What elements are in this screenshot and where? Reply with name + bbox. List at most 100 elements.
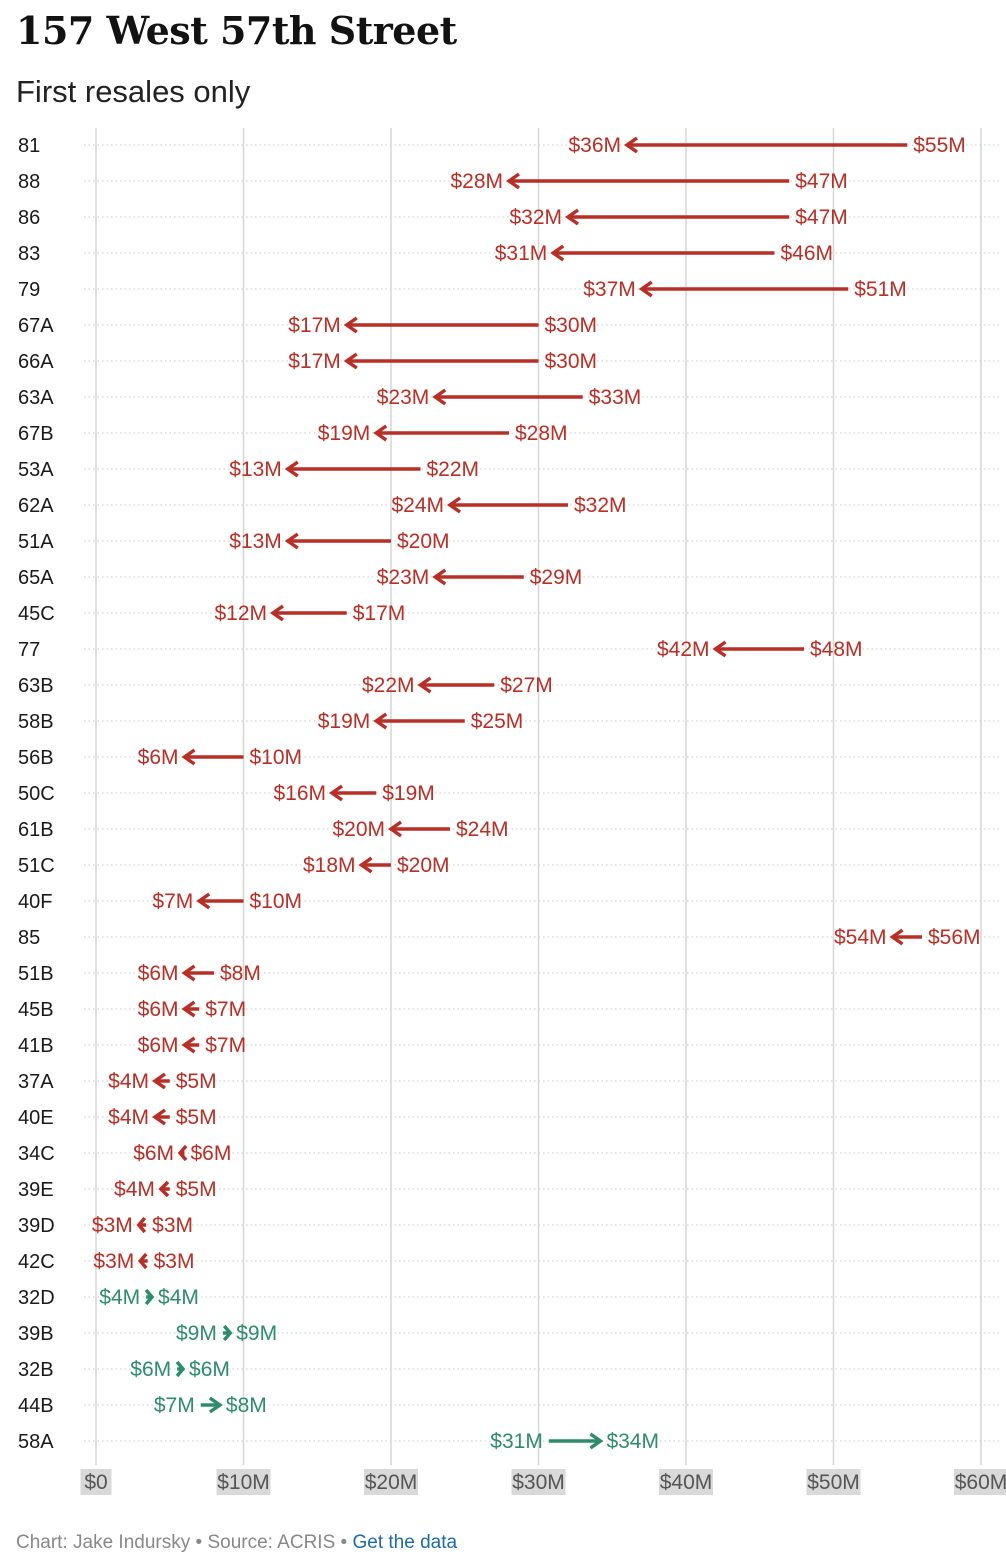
arrow-head xyxy=(151,1108,167,1126)
arrow-head xyxy=(343,352,358,370)
x-tick-background xyxy=(364,1469,418,1495)
data-row: 39B $9M $9M xyxy=(18,1322,277,1345)
data-row: 40E $4M $5M xyxy=(18,1106,217,1129)
row-label: 51A xyxy=(18,531,54,553)
arrow-head xyxy=(181,1000,196,1018)
arrow-head xyxy=(181,964,196,982)
arrow-head xyxy=(208,1396,223,1414)
row-label: 58A xyxy=(18,1431,54,1453)
data-row: 77 $42M $48M xyxy=(18,638,863,661)
from-value-label: $20M xyxy=(397,854,450,877)
chart-footer: Chart: Jake Indursky • Source: ACRIS • G… xyxy=(16,1532,457,1554)
arrow-head xyxy=(712,640,727,658)
to-value-label: $23M xyxy=(377,566,430,589)
from-value-label: $25M xyxy=(471,710,524,733)
row-label: 34C xyxy=(18,1143,55,1165)
data-row: 81 $36M $55M xyxy=(18,134,966,157)
arrow-head xyxy=(387,820,403,838)
to-value-label: $6M xyxy=(138,998,179,1021)
arrow-head xyxy=(550,244,565,262)
arrow-head xyxy=(151,1072,167,1090)
x-tick-background xyxy=(80,1469,112,1495)
row-label: 42C xyxy=(18,1251,55,1273)
row-label: 50C xyxy=(18,783,55,805)
to-value-label: $16M xyxy=(273,782,326,805)
data-row: 65A $23M $29M xyxy=(18,566,582,589)
row-label: 44B xyxy=(18,1395,54,1417)
data-row: 42C $3M $3M xyxy=(18,1250,194,1273)
x-tick-label: $60M xyxy=(955,1471,1006,1494)
arrow-head xyxy=(432,388,447,406)
x-tick-label: $20M xyxy=(365,1471,418,1494)
arrow-head xyxy=(284,532,299,550)
arrow-head xyxy=(358,856,373,874)
x-tick-label: $40M xyxy=(660,1471,713,1494)
arrow-head xyxy=(196,892,211,910)
from-value-label: $29M xyxy=(530,566,583,589)
to-value-label: $9M xyxy=(236,1322,277,1345)
row-label: 65A xyxy=(18,567,54,589)
from-value-label: $32M xyxy=(574,494,627,517)
footer-separator: • xyxy=(195,1532,203,1553)
x-tick-background xyxy=(511,1469,566,1495)
to-value-label: $7M xyxy=(152,890,193,913)
from-value-label: $48M xyxy=(810,638,863,661)
row-label: 41B xyxy=(18,1035,54,1057)
to-value-label: $36M xyxy=(568,134,621,157)
from-value-label: $5M xyxy=(176,1070,217,1093)
arrow-head xyxy=(623,136,639,154)
data-row: 51C $18M $20M xyxy=(18,854,450,877)
arrow-head xyxy=(144,1288,155,1306)
to-value-label: $20M xyxy=(332,818,385,841)
to-value-label: $3M xyxy=(93,1250,134,1273)
arrow-head xyxy=(589,1432,604,1450)
row-label: 39B xyxy=(18,1323,54,1345)
x-tick-label: $30M xyxy=(512,1471,565,1494)
x-tick-background xyxy=(659,1469,713,1495)
x-tick-background xyxy=(954,1469,1006,1495)
to-value-label: $54M xyxy=(834,926,887,949)
get-data-link[interactable]: Get the data xyxy=(352,1532,458,1553)
arrow-head xyxy=(638,280,653,298)
x-tick: $50M xyxy=(806,1469,861,1495)
data-row: 37A $4M $5M xyxy=(18,1070,217,1093)
row-label: 61B xyxy=(18,819,54,841)
from-value-label: $6M xyxy=(191,1142,232,1165)
row-label: 63B xyxy=(18,675,54,697)
row-label: 32B xyxy=(18,1359,54,1381)
to-value-label: $17M xyxy=(288,314,341,337)
footer-separator: • xyxy=(340,1532,348,1553)
x-tick-background xyxy=(216,1469,271,1495)
data-row: 44B $7M $8M xyxy=(18,1394,267,1417)
row-label: 83 xyxy=(18,243,40,265)
from-value-label: $17M xyxy=(353,602,406,625)
arrow-head xyxy=(222,1324,233,1342)
rows-layer: 81 $36M $55M 88 $28M $47M 86 $32M $47M 83 $31M $46M… xyxy=(18,134,981,1453)
data-row: 66A $17M $30M xyxy=(18,350,597,373)
row-label: 88 xyxy=(18,171,40,193)
from-value-label: $19M xyxy=(382,782,435,805)
to-value-label: $13M xyxy=(229,530,282,553)
arrow-head xyxy=(137,1252,148,1270)
arrow-head xyxy=(175,1360,186,1378)
to-value-label: $6M xyxy=(138,1034,179,1057)
from-value-label: $7M xyxy=(205,1034,246,1057)
arrow-head xyxy=(136,1216,147,1234)
arrow-head xyxy=(564,208,580,226)
to-value-label: $42M xyxy=(657,638,710,661)
arrow-head xyxy=(284,460,299,478)
arrow-head xyxy=(177,1144,188,1162)
data-row: 39D $3M $3M xyxy=(18,1214,193,1237)
to-value-label: $31M xyxy=(495,242,548,265)
data-row: 58A $31M $34M xyxy=(18,1430,659,1453)
x-tick-label: $50M xyxy=(807,1471,860,1494)
to-value-label: $19M xyxy=(318,710,371,733)
arrow-head xyxy=(181,1036,196,1054)
x-tick: $10M xyxy=(216,1469,271,1495)
row-label: 67A xyxy=(18,315,54,337)
to-value-label: $22M xyxy=(362,674,415,697)
arrow-head xyxy=(343,316,358,334)
row-label: 40E xyxy=(18,1107,54,1129)
row-label: 58B xyxy=(18,711,54,733)
data-row: 88 $28M $47M xyxy=(18,170,848,193)
